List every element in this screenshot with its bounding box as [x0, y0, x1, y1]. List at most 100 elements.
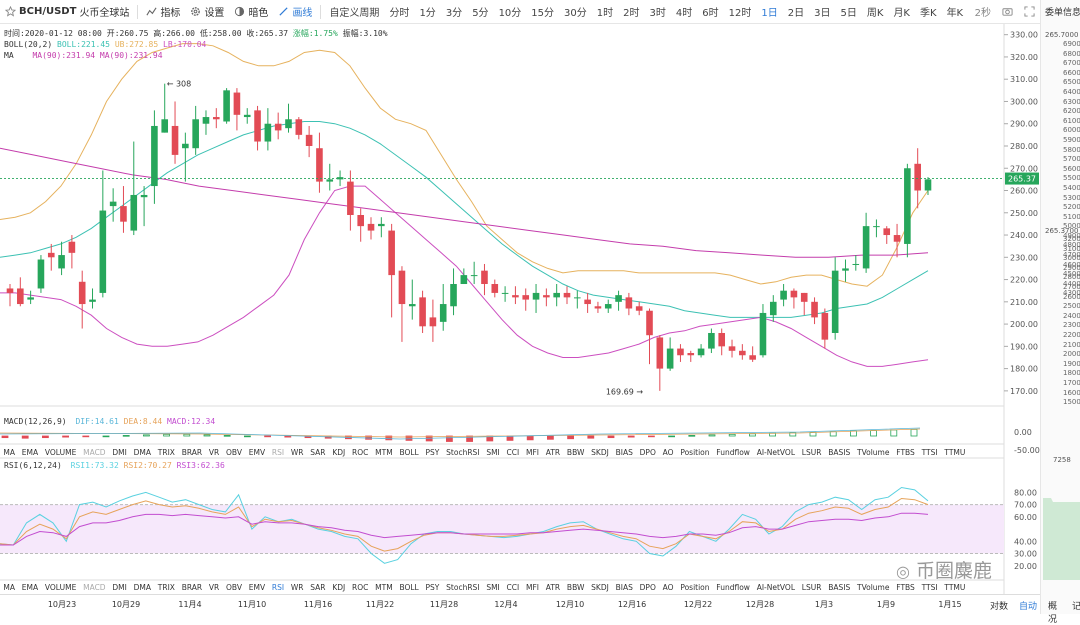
interval-5[interactable]: 15分: [531, 8, 555, 19]
indicator-tab-macd[interactable]: MACD: [83, 582, 106, 592]
indicator-tab-mtm[interactable]: MTM: [375, 447, 393, 457]
indicator-tab-bbw[interactable]: BBW: [566, 447, 585, 457]
camera-icon[interactable]: [1002, 6, 1013, 17]
indicator-tab-wr[interactable]: WR: [290, 447, 304, 457]
star-icon[interactable]: [5, 6, 16, 17]
indicator-tab-ma[interactable]: MA: [3, 447, 15, 457]
indicator-tab-trix[interactable]: TRIX: [157, 447, 175, 457]
interval-19[interactable]: 季K: [920, 8, 937, 19]
interval-20[interactable]: 年K: [946, 8, 964, 19]
indicator-tab-bias[interactable]: BIAS: [615, 447, 633, 457]
indicator-tab-ao[interactable]: AO: [662, 447, 674, 457]
fullscreen-icon[interactable]: [1024, 6, 1035, 17]
indicator-tab-macd[interactable]: MACD: [83, 447, 106, 457]
second-tab[interactable]: 记: [1072, 602, 1080, 612]
indicator-tab-dma[interactable]: DMA: [133, 582, 151, 592]
indicator-tab-sar[interactable]: SAR: [310, 447, 326, 457]
indicator-tab-ai-netvol[interactable]: AI-NetVOL: [756, 447, 795, 457]
indicator-tab-kdj[interactable]: KDJ: [332, 447, 346, 457]
indicator-tab-ftbs[interactable]: FTBS: [896, 447, 915, 457]
indicator-tab-volume[interactable]: VOLUME: [44, 582, 77, 592]
interval-11[interactable]: 6时: [702, 8, 719, 19]
indicator-tab-ttsi[interactable]: TTSI: [921, 447, 938, 457]
indicator-tab-rsi[interactable]: RSI: [271, 582, 285, 592]
overview-tab[interactable]: 概况: [1048, 602, 1058, 625]
indicator-tab-mfi[interactable]: MFI: [526, 447, 540, 457]
auto-button[interactable]: 自动: [1019, 602, 1038, 612]
indicator-tab-obv[interactable]: OBV: [226, 582, 242, 592]
indicator-tab-psy[interactable]: PSY: [425, 447, 440, 457]
indicator-tab-vr[interactable]: VR: [208, 582, 220, 592]
indicator-tab-dma[interactable]: DMA: [133, 447, 151, 457]
indicator-tab-skdj[interactable]: SKDJ: [591, 582, 609, 592]
indicator-tab-rsi[interactable]: RSI: [271, 447, 285, 457]
indicator-tab-tvolume[interactable]: TVolume: [857, 582, 890, 592]
indicator-tab-position[interactable]: Position: [680, 582, 710, 592]
chart-area[interactable]: 330.00 320.00 310.00 300.00 290.00 280.00 270.…: [0, 24, 1040, 594]
interval-12[interactable]: 12时: [728, 8, 752, 19]
indicator-tab-ttsi[interactable]: TTSI: [921, 582, 938, 592]
indicator-tab-bbw[interactable]: BBW: [566, 582, 585, 592]
interval-9[interactable]: 3时: [649, 8, 666, 19]
indicator-tab-ai-netvol[interactable]: AI-NetVOL: [756, 582, 795, 592]
indicator-tab-ma[interactable]: MA: [3, 582, 15, 592]
indicator-tab-roc[interactable]: ROC: [352, 582, 369, 592]
indicator-tab-emv[interactable]: EMV: [248, 447, 266, 457]
indicator-tab-wr[interactable]: WR: [290, 582, 304, 592]
indicator-tab-sar[interactable]: SAR: [310, 582, 326, 592]
indicator-tab-kdj[interactable]: KDJ: [332, 582, 346, 592]
indicator-tab-position[interactable]: Position: [680, 447, 710, 457]
chart-svg[interactable]: 330.00 320.00 310.00 300.00 290.00 280.00 270.…: [0, 24, 1040, 594]
indicator-tab-stochrsi[interactable]: StochRSI: [446, 582, 480, 592]
interval-13[interactable]: 1日: [761, 8, 778, 19]
interval-3[interactable]: 5分: [472, 8, 489, 19]
indicator-tab-lsur[interactable]: LSUR: [801, 447, 822, 457]
indicator-tab-smi[interactable]: SMI: [486, 582, 500, 592]
indicator-tab-obv[interactable]: OBV: [226, 447, 242, 457]
indicator-tab-cci[interactable]: CCI: [506, 582, 520, 592]
darkmode-button[interactable]: 暗色: [229, 4, 273, 19]
interval-8[interactable]: 2时: [623, 8, 640, 19]
indicator-tab-ftbs[interactable]: FTBS: [896, 582, 915, 592]
indicator-tab-basis[interactable]: BASIS: [828, 582, 851, 592]
interval-2[interactable]: 3分: [445, 8, 463, 19]
indicator-tab-dpo[interactable]: DPO: [639, 447, 656, 457]
indicator-tab-psy[interactable]: PSY: [425, 582, 440, 592]
indicator-tab-atr[interactable]: ATR: [545, 447, 561, 457]
interval-1[interactable]: 1分: [419, 8, 436, 19]
indicator-tab-emv[interactable]: EMV: [248, 582, 266, 592]
interval-6[interactable]: 30分: [564, 8, 587, 19]
pair-selector[interactable]: BCH/USDT 火币全球站: [0, 4, 134, 19]
indicator-tab-ao[interactable]: AO: [662, 582, 674, 592]
indicator-tab-atr[interactable]: ATR: [545, 582, 561, 592]
indicator-tab-smi[interactable]: SMI: [486, 447, 500, 457]
indicator-tab-vr[interactable]: VR: [208, 447, 220, 457]
draw-button[interactable]: 画线: [273, 4, 317, 19]
indicator-tab-basis[interactable]: BASIS: [828, 447, 851, 457]
indicator-tab-dmi[interactable]: DMI: [112, 447, 127, 457]
interval-15[interactable]: 3日: [814, 8, 831, 19]
log-button[interactable]: 对数: [990, 602, 1009, 612]
indicator-tab-ttmu[interactable]: TTMU: [944, 582, 966, 592]
indicator-tab-lsur[interactable]: LSUR: [801, 582, 822, 592]
indicator-tab-ema[interactable]: EMA: [21, 582, 39, 592]
indicator-tab-dmi[interactable]: DMI: [112, 582, 127, 592]
interval-16[interactable]: 5日: [840, 8, 857, 19]
indicator-tab-boll[interactable]: BOLL: [399, 582, 419, 592]
indicator-tab-tvolume[interactable]: TVolume: [857, 447, 890, 457]
interval-0[interactable]: 分时: [389, 8, 410, 19]
custom-period-button[interactable]: 自定义周期: [329, 8, 380, 19]
interval-17[interactable]: 周K: [866, 8, 884, 19]
indicator-tab-stochrsi[interactable]: StochRSI: [446, 447, 480, 457]
indicator-tab-ema[interactable]: EMA: [21, 447, 39, 457]
indicator-tab-roc[interactable]: ROC: [352, 447, 369, 457]
indicator-tab-mfi[interactable]: MFI: [526, 582, 540, 592]
indicator-tab-boll[interactable]: BOLL: [399, 447, 419, 457]
interval-4[interactable]: 10分: [498, 8, 522, 19]
indicator-tab-brar[interactable]: BRAR: [181, 582, 203, 592]
indicator-tab-bias[interactable]: BIAS: [615, 582, 633, 592]
interval-7[interactable]: 1时: [596, 8, 614, 19]
interval-18[interactable]: 月K: [893, 8, 910, 19]
indicator-tab-mtm[interactable]: MTM: [375, 582, 393, 592]
indicator-tab-cci[interactable]: CCI: [506, 447, 520, 457]
